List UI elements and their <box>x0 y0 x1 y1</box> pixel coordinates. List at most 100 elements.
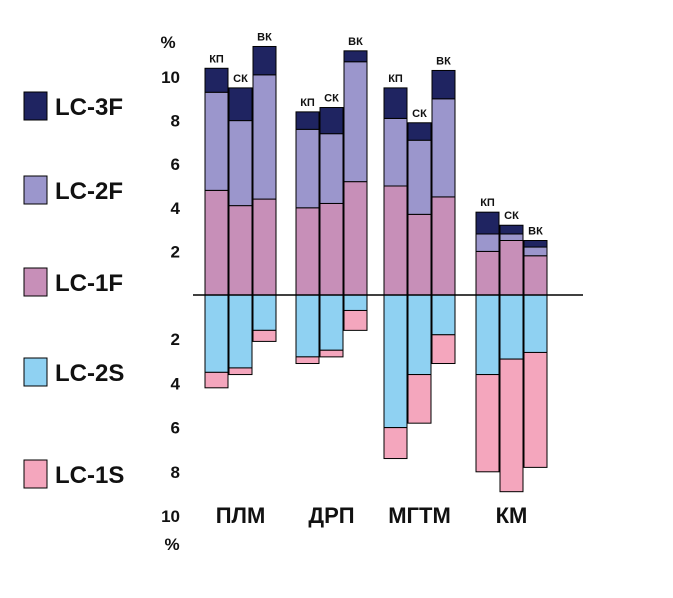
legend-label-LC-1F: LC-1F <box>55 270 123 297</box>
y-tick-pos-4: 4 <box>171 199 181 218</box>
bar-ДРП-ВК-LC-2F <box>343 61 368 183</box>
bar-label-ПЛМ-КП: КП <box>209 53 224 65</box>
bar-label-ПЛМ-ВК: ВК <box>257 31 272 43</box>
bar-ДРП-СК-LC-1S <box>319 349 344 358</box>
group-label-ПЛМ: ПЛМ <box>216 503 266 528</box>
y-tick-pos-8: 8 <box>171 112 180 131</box>
legend-swatch-LC-2F <box>23 175 48 205</box>
y-unit-bottom: % <box>164 535 179 554</box>
bar-label-МГТМ-СК: СК <box>412 108 427 120</box>
bar-МГТМ-КП-LC-2F <box>383 117 408 187</box>
y-tick-pos-2: 2 <box>171 242 180 261</box>
bar-label-ДРП-СК: СК <box>324 93 339 105</box>
legend-swatch-LC-2S <box>23 357 48 387</box>
bar-ПЛМ-КП-LC-2F <box>204 91 229 191</box>
bar-КМ-ВК-LC-1S <box>523 351 548 468</box>
bar-МГТМ-ВК-LC-2S <box>431 294 456 336</box>
bar-КМ-КП-LC-2F <box>475 233 500 252</box>
bar-label-ДРП-ВК: ВК <box>348 36 363 48</box>
bar-КМ-КП-LC-3F <box>475 211 500 235</box>
group-labels: ПЛМ ДРП МГТМ КМ <box>216 503 528 528</box>
bar-КМ-СК-LC-3F <box>499 224 524 235</box>
y-tick-neg-10: 10 <box>161 507 180 526</box>
bar-МГТМ-ВК-LC-1S <box>431 334 456 365</box>
y-tick-pos-10: 10 <box>161 68 180 87</box>
bar-МГТМ-СК-LC-2F <box>407 139 432 215</box>
bar-МГТМ-КП-LC-1F <box>383 185 408 296</box>
bar-КМ-ВК-LC-1F <box>523 255 548 296</box>
bar-ПЛМ-КП-LC-3F <box>204 67 229 93</box>
bar-ДРП-СК-LC-2F <box>319 133 344 204</box>
bar-МГТМ-ВК-LC-2F <box>431 98 456 198</box>
legend-label-LC-1S: LC-1S <box>55 462 124 489</box>
bar-label-ПЛМ-СК: СК <box>233 73 248 85</box>
bar-МГТМ-КП-LC-3F <box>383 87 408 119</box>
bar-МГТМ-СК-LC-1F <box>407 213 432 296</box>
bar-ДРП-КП-LC-2F <box>295 128 320 209</box>
bar-ПЛМ-СК-LC-1S <box>228 367 253 376</box>
bar-labels: КП СК ВК КП СК ВК КП СК ВК КП СК ВК <box>209 31 543 237</box>
bar-label-КМ-КП: КП <box>480 197 495 209</box>
bar-label-КМ-СК: СК <box>504 210 519 222</box>
bar-label-МГТМ-ВК: ВК <box>436 55 451 67</box>
bar-ПЛМ-ВК-LC-1S <box>252 329 277 342</box>
bar-КМ-ВК-LC-2F <box>523 246 548 257</box>
bar-ДРП-ВК-LC-1F <box>343 181 368 296</box>
bars <box>204 45 548 493</box>
bar-ПЛМ-СК-LC-2F <box>228 120 253 207</box>
bar-ПЛМ-КП-LC-2S <box>204 294 229 373</box>
legend-label-LC-3F: LC-3F <box>55 94 123 121</box>
bar-label-ДРП-КП: КП <box>300 97 315 109</box>
bar-ДРП-КП-LC-3F <box>295 111 320 130</box>
bar-ДРП-КП-LC-1F <box>295 207 320 296</box>
legend-swatch-LC-1S <box>23 459 48 489</box>
bar-ДРП-КП-LC-2S <box>295 294 320 358</box>
bar-МГТМ-СК-LC-1S <box>407 374 432 424</box>
bar-label-МГТМ-КП: КП <box>388 73 403 85</box>
legend-swatch-LC-3F <box>23 91 48 121</box>
y-tick-neg-4: 4 <box>171 374 181 393</box>
bar-ДРП-СК-LC-1F <box>319 202 344 296</box>
bar-МГТМ-ВК-LC-1F <box>431 196 456 296</box>
legend-label-LC-2S: LC-2S <box>55 360 124 387</box>
y-tick-neg-8: 8 <box>171 463 180 482</box>
y-tick-pos-6: 6 <box>171 155 180 174</box>
bar-КМ-ВК-LC-2S <box>523 294 548 353</box>
bar-ПЛМ-ВК-LC-3F <box>252 45 277 76</box>
bar-МГТМ-КП-LC-2S <box>383 294 408 429</box>
y-tick-neg-2: 2 <box>171 330 180 349</box>
legend-label-LC-2F: LC-2F <box>55 178 123 205</box>
bar-label-КМ-ВК: ВК <box>528 226 543 238</box>
bar-КМ-СК-LC-2S <box>499 294 524 360</box>
bar-ПЛМ-СК-LC-3F <box>228 87 253 122</box>
y-axis: % % 2 4 6 8 10 2 4 6 8 10 <box>160 33 180 554</box>
bar-ДРП-СК-LC-2S <box>319 294 344 351</box>
bar-МГТМ-СК-LC-3F <box>407 122 432 141</box>
bar-ДРП-ВК-LC-1S <box>343 309 368 331</box>
bar-КМ-СК-LC-2F <box>499 233 524 242</box>
group-label-ДРП: ДРП <box>308 503 354 528</box>
y-tick-neg-6: 6 <box>171 419 180 438</box>
bar-ПЛМ-ВК-LC-1F <box>252 198 277 296</box>
bar-ДРП-ВК-LC-3F <box>343 50 368 63</box>
bar-КМ-КП-LC-1F <box>475 250 500 296</box>
bar-КМ-СК-LC-1S <box>499 358 524 493</box>
bar-МГТМ-ВК-LC-3F <box>431 69 456 100</box>
legend: LC-3F LC-2F LC-1F LC-2S LC-1S <box>23 91 124 489</box>
bar-ПЛМ-ВК-LC-2F <box>252 74 277 200</box>
legend-swatch-LC-1F <box>23 267 48 297</box>
bar-ДРП-КП-LC-1S <box>295 356 320 365</box>
bar-ДРП-ВК-LC-2S <box>343 294 368 311</box>
group-label-МГТМ: МГТМ <box>388 503 451 528</box>
bar-ПЛМ-СК-LC-2S <box>228 294 253 369</box>
bar-ПЛМ-КП-LC-1S <box>204 371 229 389</box>
y-unit-top: % <box>160 33 175 52</box>
bar-ПЛМ-ВК-LC-2S <box>252 294 277 331</box>
bar-КМ-СК-LC-1F <box>499 240 524 296</box>
bar-КМ-КП-LC-2S <box>475 294 500 376</box>
bar-ПЛМ-КП-LC-1F <box>204 189 229 296</box>
bar-ПЛМ-СК-LC-1F <box>228 205 253 296</box>
bar-ДРП-СК-LC-3F <box>319 107 344 135</box>
bar-КМ-КП-LC-1S <box>475 374 500 473</box>
bar-КМ-ВК-LC-3F <box>523 240 548 248</box>
